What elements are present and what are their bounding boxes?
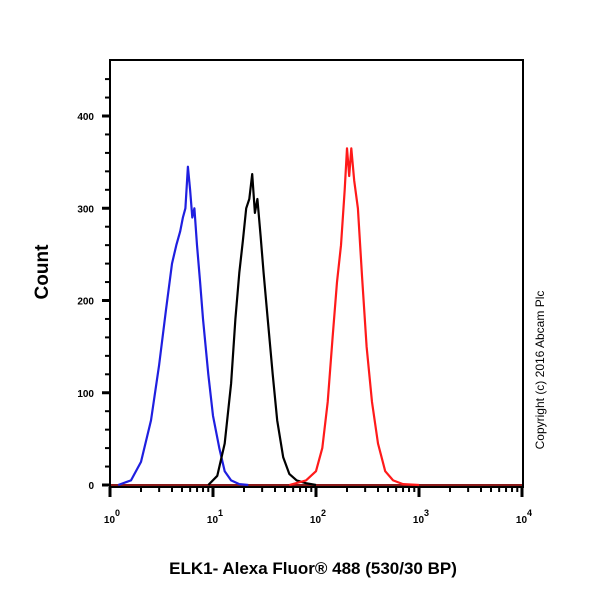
y-tick-label: 300 [77, 204, 94, 215]
x-tick-label: 102 [310, 508, 326, 526]
y-tick-label: 100 [77, 389, 94, 400]
x-axis-ticks: 100 101 102 103 104 [104, 487, 532, 526]
x-tick-label: 101 [207, 508, 223, 526]
y-tick-label: 200 [77, 297, 94, 308]
x-axis-title: ELK1- Alexa Fluor® 488 (530/30 BP) [169, 559, 457, 578]
y-tick-label: 0 [88, 481, 94, 492]
x-tick-label: 100 [104, 508, 120, 526]
series-black-line [207, 173, 317, 487]
plot-frame [109, 59, 524, 488]
x-tick-label: 103 [413, 508, 429, 526]
x-tick-label: 104 [516, 508, 532, 526]
y-axis-title: Count [32, 244, 53, 300]
series-blue-line [117, 165, 249, 487]
series-layer [111, 147, 522, 487]
y-tick-label: 400 [77, 112, 94, 123]
y-axis-ticks: 0 100 200 300 400 [77, 78, 110, 492]
copyright-annotation: Copyright (c) 2016 Abcam Plc [533, 291, 547, 450]
series-red-line [289, 147, 420, 487]
